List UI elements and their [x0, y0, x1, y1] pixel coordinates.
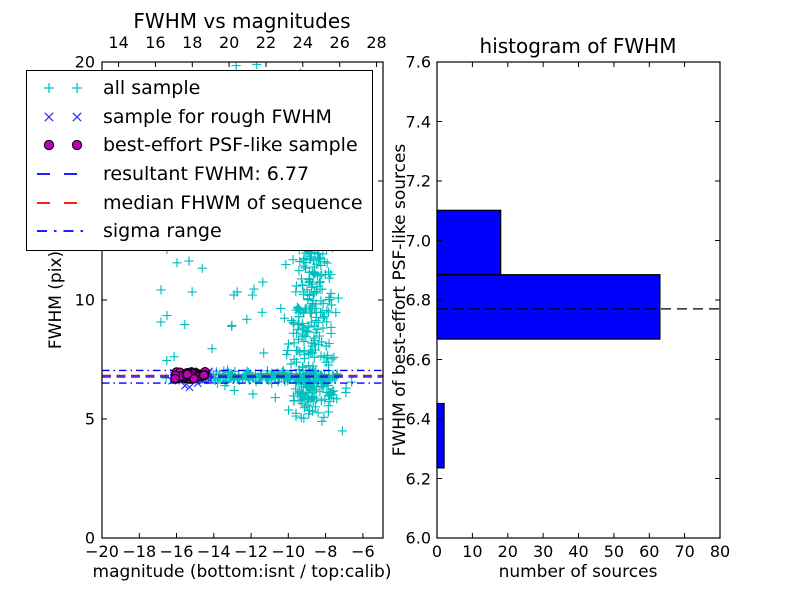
- y-tick-label: 7.2: [405, 171, 431, 191]
- legend-item-label: best-effort PSF-like sample: [103, 134, 358, 157]
- x-tick-label: −6: [351, 542, 375, 561]
- x-tick-label: −10: [271, 542, 306, 561]
- top-x-tick-label: 24: [292, 33, 314, 52]
- legend-item: resultant FWHM: 6.77: [27, 160, 372, 189]
- top-x-tick-label: 22: [255, 33, 277, 52]
- x-tick-label: −14: [196, 542, 231, 561]
- dashed-line-sample-icon: [37, 173, 89, 175]
- legend-item: median FHWM of sequence: [27, 188, 372, 217]
- x-tick-label: 50: [603, 542, 625, 561]
- y-tick-label: 20: [74, 52, 95, 72]
- scatter-title: FWHM vs magnitudes: [133, 9, 351, 33]
- scatter-ylabel: FWHM (pix): [46, 250, 66, 350]
- legend-item: best-effort PSF-like sample: [27, 131, 372, 160]
- y-tick-label: 6.8: [405, 290, 431, 310]
- top-x-tick-label: 14: [108, 33, 129, 52]
- top-x-tick-label: 16: [145, 33, 166, 52]
- legend-item: sigma range: [27, 217, 372, 246]
- plus-marker-icon: [44, 83, 82, 94]
- x-tick-label: 60: [639, 542, 660, 561]
- x-tick-label: −18: [122, 542, 157, 561]
- scatter-frame: [101, 61, 384, 539]
- histogram-plot-area: [436, 61, 721, 539]
- x-tick-label: −8: [313, 542, 338, 561]
- x-tick-label: 80: [709, 542, 731, 561]
- top-x-tick-label: 28: [366, 33, 387, 52]
- histogram-bar: [436, 402, 445, 469]
- circle-marker-icon: [43, 140, 83, 151]
- y-tick-label: 7.4: [405, 112, 431, 131]
- histogram-xlabel: number of sources: [498, 562, 658, 582]
- x-tick-label: −16: [159, 542, 194, 561]
- y-tick-label: 5: [84, 409, 95, 429]
- x-tick-label: 70: [674, 542, 695, 561]
- x-tick-label: 10: [462, 542, 483, 561]
- legend: all sample sample for rough FWHM best-effo…: [26, 70, 373, 251]
- legend-item-label: sample for rough FWHM: [103, 105, 332, 128]
- psf-sample-points: [170, 366, 210, 384]
- cross-marker-icon: [44, 112, 82, 122]
- legend-item-label: all sample: [103, 77, 201, 100]
- y-tick-label: 6.6: [405, 350, 431, 369]
- y-tick-label: 6.4: [405, 409, 431, 429]
- x-tick-label: 0: [431, 542, 443, 561]
- histogram-frame: [436, 61, 721, 539]
- x-tick-label: 20: [497, 542, 518, 561]
- dashed-line-sample-icon: [37, 201, 89, 204]
- legend-item: sample for rough FWHM: [27, 103, 372, 132]
- y-tick-label: 7.0: [405, 231, 431, 250]
- x-tick-label: −20: [85, 542, 119, 561]
- top-x-tick-label: 20: [218, 33, 240, 52]
- y-tick-label: 0: [84, 528, 95, 548]
- legend-item-label: resultant FWHM: 6.77: [103, 163, 310, 186]
- top-x-tick-label: 18: [182, 33, 203, 52]
- y-tick-label: 6.0: [405, 528, 431, 548]
- all-sample-points: [156, 62, 357, 436]
- x-tick-label: −12: [234, 542, 268, 561]
- top-x-tick-label: 26: [329, 33, 350, 52]
- x-tick-label: 40: [568, 542, 589, 561]
- legend-item: all sample: [27, 74, 372, 103]
- histogram-title: histogram of FWHM: [479, 34, 677, 58]
- scatter-plot-area: [101, 61, 384, 539]
- x-tick-label: 30: [532, 542, 554, 561]
- y-tick-label: 6.2: [405, 469, 431, 488]
- histogram-bar: [436, 274, 661, 340]
- dashdot-line-sample-icon: [37, 230, 89, 233]
- legend-item-label: sigma range: [103, 220, 222, 243]
- y-tick-label: 7.6: [405, 52, 431, 72]
- y-tick-label: 10: [74, 290, 95, 310]
- histogram-bar: [436, 209, 502, 276]
- legend-item-label: median FHWM of sequence: [103, 191, 363, 214]
- scatter-xlabel: magnitude (bottom:isnt / top:calib): [92, 562, 392, 582]
